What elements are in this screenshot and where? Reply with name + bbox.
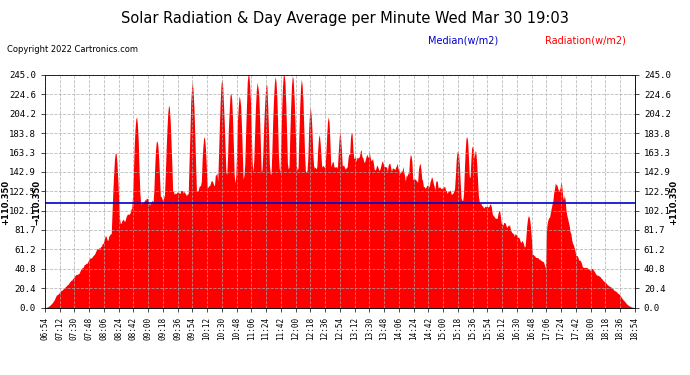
Text: +110.350: +110.350	[1, 180, 10, 225]
Text: Median(w/m2): Median(w/m2)	[428, 36, 498, 46]
Text: Solar Radiation & Day Average per Minute Wed Mar 30 19:03: Solar Radiation & Day Average per Minute…	[121, 11, 569, 26]
Text: +110.350: +110.350	[669, 180, 678, 225]
Text: Copyright 2022 Cartronics.com: Copyright 2022 Cartronics.com	[7, 45, 138, 54]
Text: →110.350: →110.350	[33, 180, 42, 225]
Text: Radiation(w/m2): Radiation(w/m2)	[545, 36, 626, 46]
